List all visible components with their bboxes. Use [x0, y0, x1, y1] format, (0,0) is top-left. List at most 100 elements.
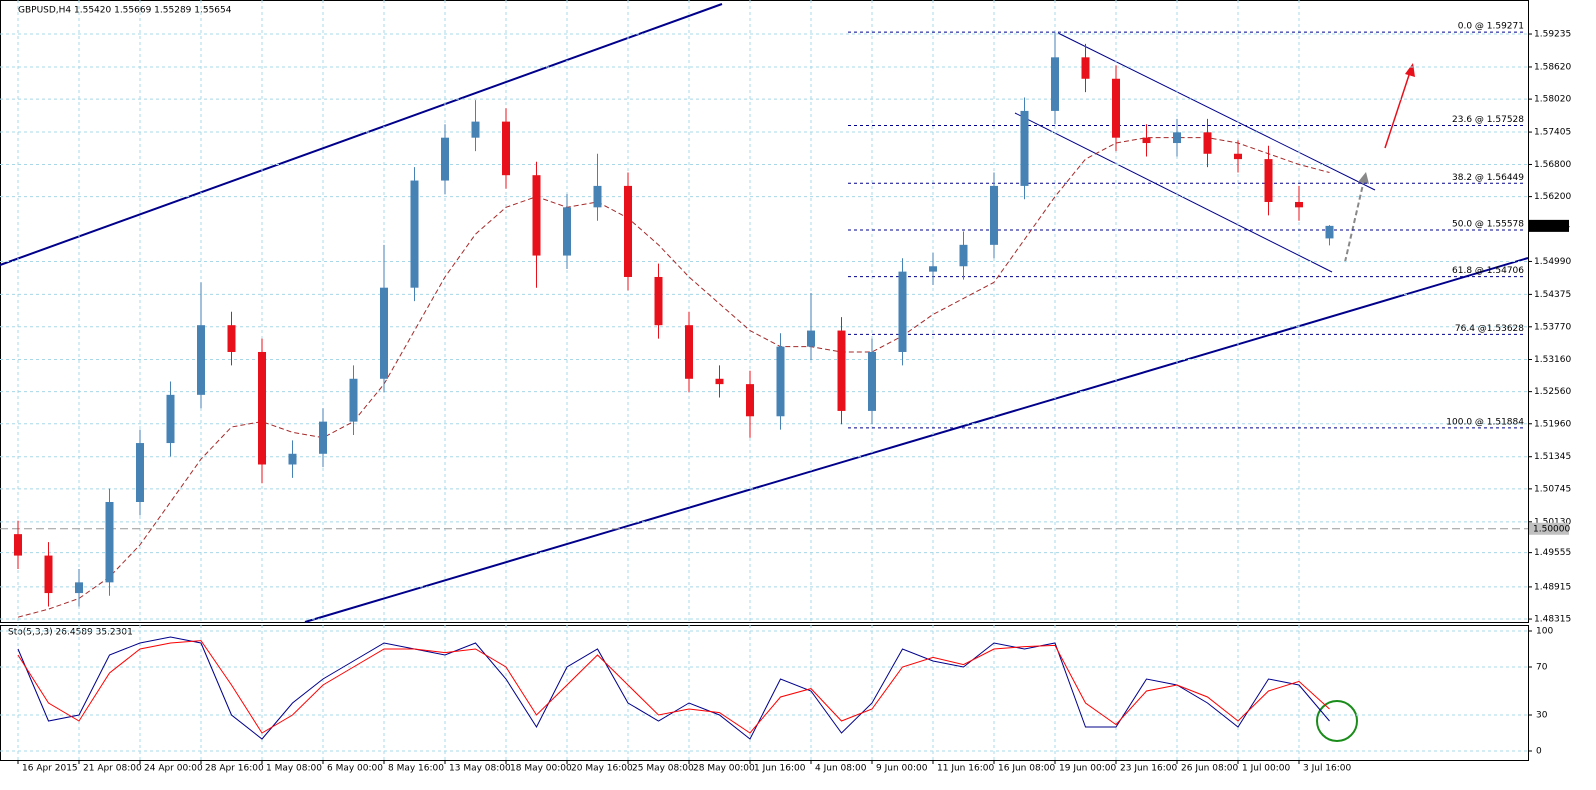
- current-price-label: 1.55654: [1533, 221, 1570, 231]
- current-price-box: [1529, 219, 1569, 232]
- y-tick-label: 1.54990: [1534, 257, 1571, 267]
- chart-title: GBPUSD,H4 1.55420 1.55669 1.55289 1.5565…: [18, 6, 232, 16]
- candle-body: [715, 378, 724, 385]
- x-tick-label: 13 May 08:00: [449, 764, 511, 774]
- y-tick-label: 1.54375: [1534, 290, 1571, 300]
- candle-body: [197, 325, 205, 395]
- candle-body: [868, 351, 876, 411]
- candle-body: [1112, 78, 1120, 138]
- candle-body: [563, 207, 571, 256]
- y-tick-label: 1.58620: [1534, 62, 1571, 72]
- price-panel: [0, 0, 1529, 623]
- channel-lower: [304, 257, 1529, 623]
- candle-body: [959, 244, 968, 267]
- candle-body: [929, 266, 937, 272]
- y-tick-label: 0: [1536, 747, 1542, 757]
- candle-body: [746, 384, 754, 417]
- y-tick-label: 1.51345: [1534, 452, 1571, 462]
- x-tick-label: 19 Jun 00:00: [1059, 764, 1116, 774]
- x-tick-label: 11 Jun 16:00: [937, 764, 994, 774]
- x-tick-label: 8 May 16:00: [388, 764, 444, 774]
- annotations: [0, 3, 1529, 742]
- y-tick-label: 1.56200: [1534, 192, 1571, 202]
- x-tick-label: 23 Jun 16:00: [1120, 764, 1177, 774]
- candle-body: [75, 582, 83, 594]
- candle-body: [532, 175, 541, 256]
- down-channel-lower: [1014, 112, 1333, 273]
- candle-body: [1173, 132, 1181, 144]
- candle-body: [166, 394, 175, 444]
- x-tick-label: 9 Jun 00:00: [876, 764, 928, 774]
- fib-label: 23.6 @ 1.57528: [1452, 115, 1524, 125]
- candle-body: [1081, 57, 1090, 79]
- arrow-head: [1358, 172, 1369, 184]
- candle-body: [807, 330, 815, 347]
- down-channel-upper: [1057, 32, 1376, 191]
- x-tick-label: 28 Apr 16:00: [205, 764, 264, 774]
- y-tick-label: 1.58020: [1534, 95, 1571, 105]
- fib-label: 50.0 @ 1.55578: [1452, 219, 1524, 229]
- candle-body: [1264, 159, 1273, 202]
- candle-body: [319, 421, 327, 454]
- candle-body: [1325, 225, 1334, 239]
- candle-body: [258, 351, 266, 465]
- x-tick-label: 1 May 08:00: [266, 764, 322, 774]
- x-tick-label: 1 Jul 00:00: [1242, 764, 1291, 774]
- x-tick-label: 20 May 16:00: [571, 764, 633, 774]
- candle-body: [380, 287, 388, 379]
- oscillator-panel: [0, 625, 1529, 761]
- candle-body: [14, 534, 22, 556]
- x-tick-label: 25 May 08:00: [632, 764, 694, 774]
- y-tick-label: 1.50130: [1534, 517, 1571, 527]
- y-tick-label: 1.51960: [1534, 419, 1571, 429]
- y-tick-label: 1.56800: [1534, 160, 1571, 170]
- x-tick-label: 6 May 00:00: [327, 764, 383, 774]
- x-tick-label: 16 Apr 2015: [22, 764, 78, 774]
- fib-label: 61.8 @ 1.54706: [1452, 266, 1524, 276]
- x-tick-label: 18 May 00:00: [510, 764, 572, 774]
- candle-body: [288, 453, 297, 465]
- x-tick-label: 21 Apr 08:00: [83, 764, 142, 774]
- y-tick-label: 1.52560: [1534, 387, 1571, 397]
- projection-arrow: [1344, 179, 1365, 263]
- candle-body: [471, 121, 480, 138]
- candle-body: [1295, 201, 1303, 208]
- candle-body: [44, 555, 53, 594]
- y-tick-label: 1.53160: [1534, 355, 1571, 365]
- candle-body: [441, 137, 449, 181]
- candle-body: [990, 185, 998, 245]
- candle-body: [105, 501, 114, 583]
- channel-upper: [0, 3, 723, 266]
- candle-body: [502, 121, 510, 176]
- candle-body: [898, 271, 907, 352]
- x-tick-label: 26 Jun 08:00: [1181, 764, 1238, 774]
- oscillator-line: [17, 640, 1330, 734]
- candle-body: [837, 330, 846, 411]
- target-arrow: [1384, 71, 1411, 149]
- y-tick-label: 30: [1536, 711, 1548, 721]
- y-tick-label: 1.53770: [1534, 322, 1571, 332]
- candle-body: [410, 180, 419, 288]
- candle-body: [624, 185, 632, 277]
- candle-body: [1234, 153, 1242, 160]
- y-tick-label: 100: [1536, 627, 1553, 637]
- reference-label-box: [1529, 522, 1569, 535]
- fib-label: 0.0 @ 1.59271: [1458, 22, 1524, 32]
- candle-body: [593, 185, 602, 208]
- y-tick-label: 70: [1536, 663, 1548, 673]
- candle-body: [349, 378, 358, 422]
- moving-average: [17, 137, 1330, 618]
- x-tick-label: 28 May 00:00: [693, 764, 755, 774]
- candle-body: [227, 325, 236, 352]
- y-tick-label: 1.57405: [1534, 128, 1571, 138]
- reference-label: 1.50000: [1533, 524, 1570, 534]
- y-tick-label: 1.48315: [1534, 615, 1571, 625]
- candle-body: [1142, 137, 1151, 144]
- candle-body: [685, 325, 693, 379]
- y-tick-label: 1.59235: [1534, 30, 1571, 40]
- candle-body: [776, 346, 785, 417]
- highlight-circle: [1316, 700, 1358, 742]
- candle-body: [654, 276, 663, 326]
